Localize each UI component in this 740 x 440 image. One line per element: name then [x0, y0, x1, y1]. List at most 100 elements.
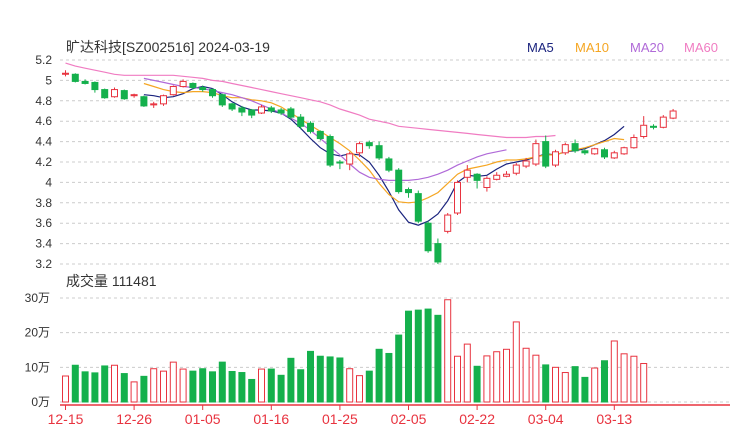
candle	[581, 148, 589, 155]
volume-bar	[238, 372, 246, 403]
candle-body	[336, 161, 344, 164]
candle-body	[111, 89, 118, 98]
volume-bar	[228, 370, 236, 403]
candle-body	[267, 107, 275, 112]
candle	[365, 140, 373, 149]
volume-bar	[189, 370, 197, 403]
volume-bar	[424, 308, 432, 403]
candle-body	[307, 122, 314, 132]
candle	[385, 156, 393, 173]
candle-body	[218, 94, 226, 106]
candle-body	[552, 151, 559, 166]
candle-body	[620, 147, 628, 155]
candle	[424, 221, 432, 253]
legend: MA5 MA10 MA20 MA60	[527, 40, 718, 55]
candle-body	[512, 164, 520, 174]
legend-ma60: MA60	[684, 40, 718, 55]
candle-body	[424, 222, 432, 252]
candle-body	[130, 94, 138, 97]
volume-grid	[60, 297, 730, 403]
candle	[297, 114, 305, 130]
volume-bar	[346, 368, 354, 403]
x-tick-label: 02-22	[459, 411, 495, 427]
candle-body	[463, 169, 471, 178]
candle-body	[238, 107, 246, 113]
volume-bar	[463, 343, 471, 403]
candle	[434, 238, 442, 264]
candle	[640, 116, 648, 139]
volume-bar	[169, 361, 177, 403]
volume-tick-label: 20万	[25, 326, 50, 340]
price-tick-label: 3.6	[35, 216, 52, 230]
candle-body	[591, 148, 599, 155]
volume-bar	[434, 314, 442, 403]
price-tick-label: 4.6	[35, 114, 52, 128]
candle-body	[140, 96, 148, 107]
volume-bar	[356, 375, 363, 403]
candle-body	[601, 149, 608, 158]
candle	[199, 85, 207, 92]
candle-body	[120, 90, 128, 100]
legend-ma20: MA20	[630, 40, 664, 55]
volume-bar	[512, 321, 520, 403]
volume-bar	[454, 355, 461, 403]
volume-bar	[522, 347, 530, 403]
candle-body	[62, 72, 69, 75]
volume-bar	[620, 353, 628, 403]
ma-line-ma60	[65, 62, 556, 139]
candle	[140, 95, 148, 107]
candle	[630, 134, 638, 149]
volume-bar	[405, 310, 412, 403]
volume-bar	[542, 364, 550, 403]
candle-body	[659, 116, 667, 128]
x-tick-label: 02-05	[391, 411, 427, 427]
candle	[512, 163, 520, 176]
x-tick-label: 01-25	[322, 411, 358, 427]
legend-ma10: MA10	[575, 40, 609, 55]
candle-body	[91, 81, 99, 91]
candle-body	[375, 145, 383, 159]
candle	[228, 102, 236, 111]
candle-body	[571, 143, 579, 152]
candle-body	[522, 160, 530, 167]
volume-bar	[248, 378, 256, 403]
volume-bar	[571, 366, 579, 403]
candle-body	[405, 189, 412, 194]
volume-bar	[316, 355, 324, 403]
volume-bar	[385, 352, 393, 403]
candle-body	[650, 125, 657, 128]
volume-bar	[493, 351, 501, 403]
candle	[189, 82, 197, 90]
candle-body	[542, 141, 550, 167]
candle-body	[365, 142, 373, 147]
candle	[395, 168, 403, 194]
candle-body	[258, 106, 265, 114]
candle	[267, 105, 275, 114]
volume-bar	[336, 357, 344, 403]
volume-bar	[591, 367, 599, 403]
candle	[218, 93, 226, 107]
candle	[179, 79, 187, 88]
candle-body	[630, 137, 638, 149]
volume-bar	[179, 368, 187, 403]
candle-body	[434, 243, 442, 263]
candle	[209, 88, 216, 98]
candle-body	[473, 173, 481, 181]
volume-bar	[258, 368, 265, 403]
volume-bar	[160, 370, 167, 403]
volume-bar	[287, 357, 295, 403]
price-tick-label: 3.8	[35, 196, 52, 210]
candle-body	[287, 108, 295, 118]
candle	[454, 180, 461, 216]
candle	[650, 124, 657, 130]
candle	[248, 108, 256, 119]
volume-bar	[120, 373, 128, 403]
volume-bar	[365, 370, 373, 403]
x-tick-label: 01-16	[253, 411, 289, 427]
candle-body	[610, 152, 618, 159]
price-tick-label: 4.4	[35, 135, 52, 149]
candle	[160, 94, 167, 106]
price-y-axis: 5.2 5 4.8 4.6 4.4 4.2 4 3.8 3.6 3.4 3.2	[35, 53, 52, 271]
volume-bar	[130, 381, 138, 403]
candle	[277, 107, 285, 116]
